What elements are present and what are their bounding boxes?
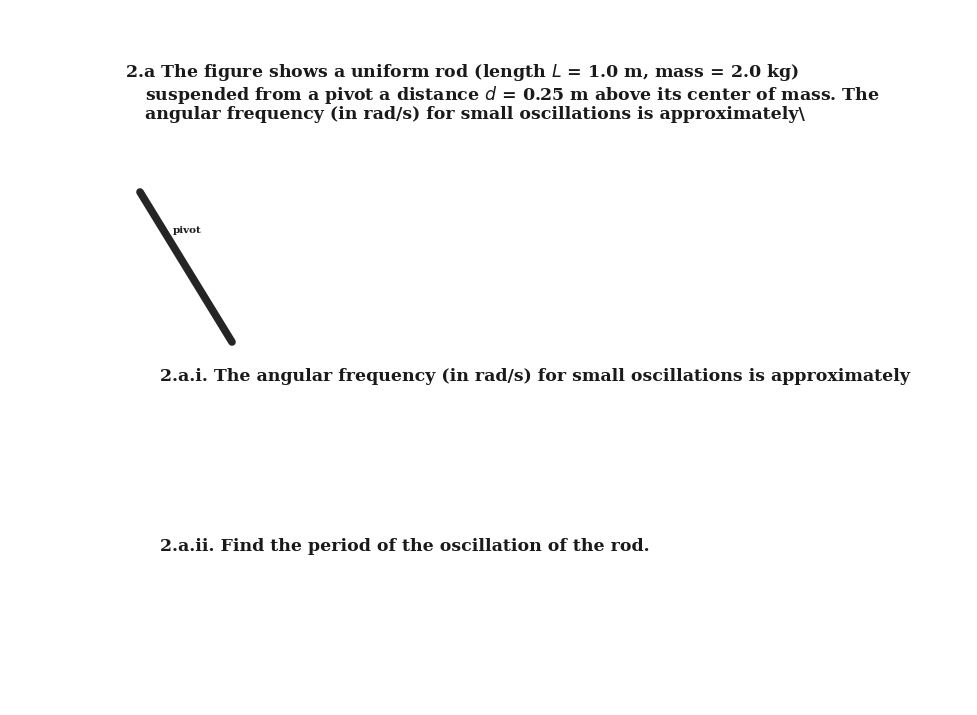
Text: 2.a The figure shows a uniform rod (length $L$ = 1.0 m, mass = 2.0 kg): 2.a The figure shows a uniform rod (leng… [125, 62, 798, 83]
Text: 2.a.i. The angular frequency (in rad/s) for small oscillations is approximately: 2.a.i. The angular frequency (in rad/s) … [160, 368, 909, 385]
Text: 2.a.ii. Find the period of the oscillation of the rod.: 2.a.ii. Find the period of the oscillati… [160, 538, 649, 555]
Text: angular frequency (in rad/s) for small oscillations is approximately\: angular frequency (in rad/s) for small o… [145, 106, 804, 123]
Text: pivot: pivot [173, 226, 201, 235]
Text: suspended from a pivot a distance $d$ = 0.25 m above its center of mass. The: suspended from a pivot a distance $d$ = … [145, 84, 879, 106]
